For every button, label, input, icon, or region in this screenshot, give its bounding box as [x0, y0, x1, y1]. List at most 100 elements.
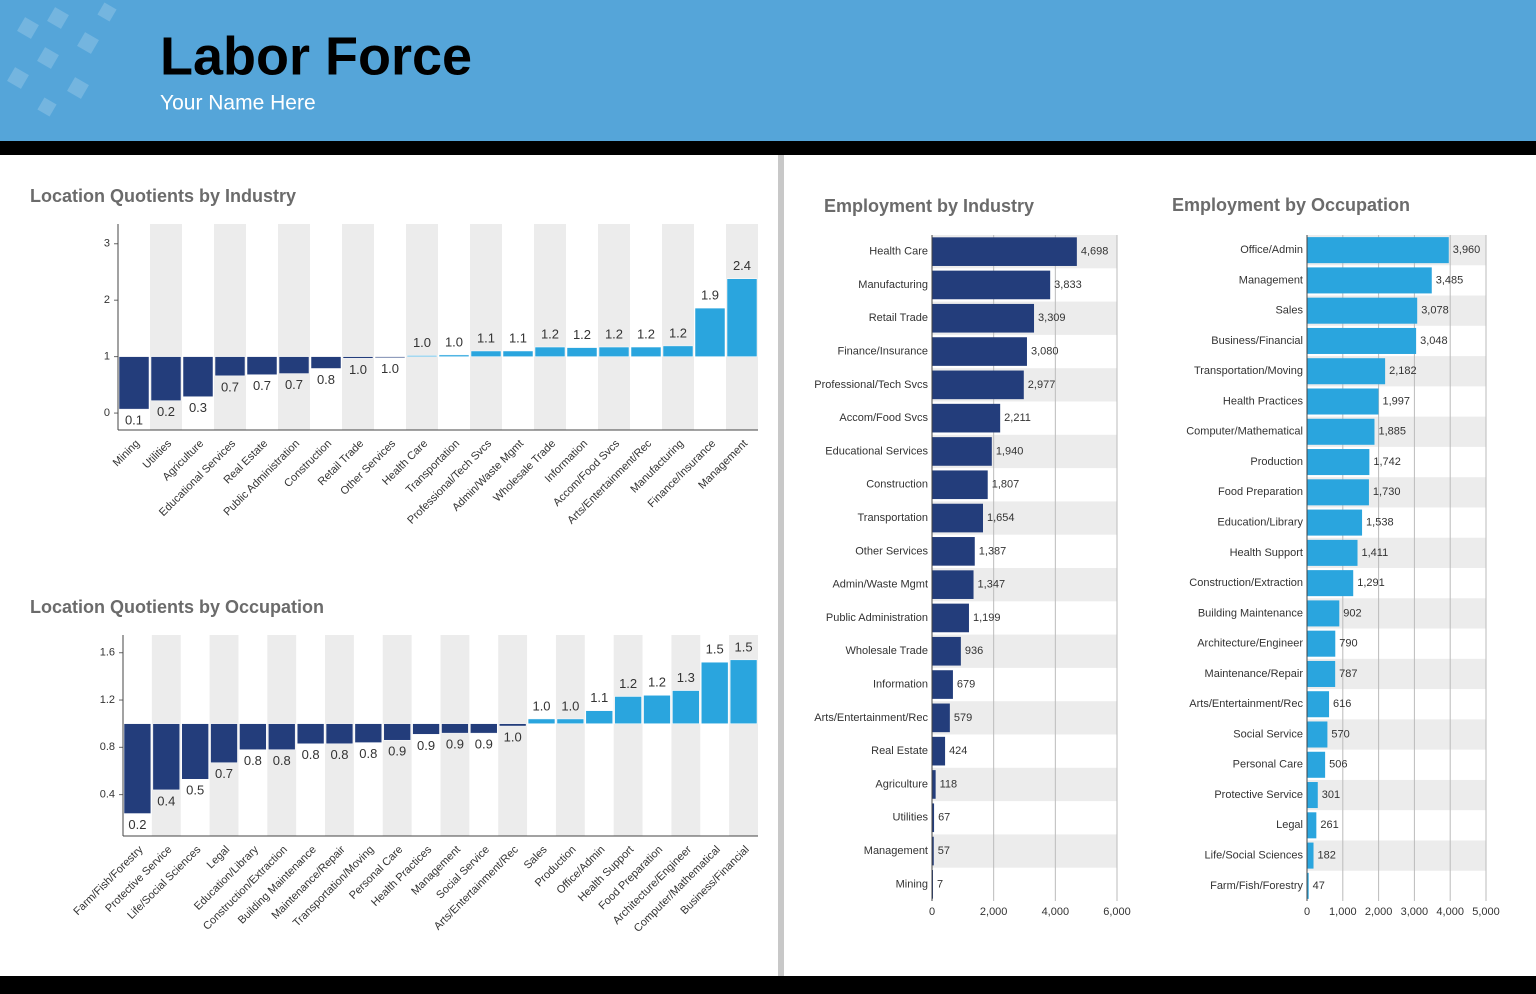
y-tick-label: Production: [1250, 456, 1303, 468]
bar: [441, 723, 469, 734]
value-label: 1,807: [992, 479, 1020, 491]
chart-title: Employment by Occupation: [1172, 195, 1410, 215]
y-tick-label: Construction: [866, 479, 928, 491]
value-label: 2.4: [733, 258, 751, 273]
value-label: 301: [1322, 789, 1340, 801]
value-label: 424: [949, 745, 967, 757]
y-tick-label: 1.6: [100, 647, 115, 659]
value-label: 261: [1320, 819, 1338, 831]
bar: [498, 723, 527, 727]
y-tick-label: Management: [864, 845, 928, 857]
row-stripe: [1307, 840, 1486, 871]
y-tick-label: Management: [1239, 274, 1303, 286]
header-pattern: [7, 2, 117, 117]
value-label: 182: [1318, 849, 1336, 861]
bar: [932, 337, 1027, 366]
value-label: 2,977: [1028, 379, 1056, 391]
value-label: 4,698: [1081, 246, 1109, 258]
bar: [325, 723, 354, 745]
bar: [214, 356, 246, 377]
value-label: 579: [954, 712, 972, 724]
value-label: 1.2: [648, 675, 666, 690]
bar: [585, 710, 613, 724]
y-tick-label: Information: [873, 678, 928, 690]
y-tick-label: Life/Social Sciences: [1205, 849, 1304, 861]
bar: [239, 723, 267, 750]
y-tick-label: Other Services: [855, 545, 928, 557]
y-tick-label: 1.2: [100, 694, 115, 706]
value-label: 47: [1313, 880, 1325, 892]
y-tick-label: Education/Library: [1217, 516, 1303, 528]
value-label: 0.3: [189, 400, 207, 415]
bar: [932, 803, 935, 833]
bar: [932, 537, 975, 566]
bar: [1307, 691, 1330, 718]
y-tick-label: 1: [104, 351, 110, 363]
bar: [150, 356, 182, 401]
y-tick-label: Health Support: [1230, 547, 1303, 559]
x-tick-label: 6,000: [1103, 906, 1131, 918]
value-label: 1,347: [978, 579, 1006, 591]
value-label: 1.3: [677, 670, 695, 685]
bar: [1307, 297, 1418, 324]
y-tick-label: Professional/Tech Svcs: [814, 379, 928, 391]
value-label: 3,309: [1038, 312, 1066, 324]
value-label: 1,997: [1382, 395, 1410, 407]
value-label: 0.9: [388, 744, 406, 759]
bar: [1307, 237, 1449, 264]
value-label: 1.2: [541, 326, 559, 341]
y-tick-label: Transportation/Moving: [1194, 365, 1303, 377]
y-tick-label: Computer/Mathematical: [1186, 426, 1303, 438]
bar: [1307, 872, 1309, 899]
column-stripe: [278, 224, 310, 430]
bar: [932, 770, 936, 799]
value-label: 0.8: [317, 372, 335, 387]
bar: [1307, 842, 1314, 869]
chart-title: Employment by Industry: [824, 196, 1034, 216]
value-label: 1.5: [706, 642, 724, 657]
bar: [1307, 509, 1363, 536]
value-label: 790: [1339, 638, 1357, 650]
value-label: 118: [940, 778, 958, 790]
value-label: 3,960: [1453, 244, 1481, 256]
chart-title: Location Quotients by Occupation: [30, 597, 324, 617]
column-stripe: [613, 635, 643, 836]
y-tick-label: Social Service: [1233, 728, 1303, 740]
bar: [1307, 630, 1336, 657]
bar: [383, 723, 411, 741]
bar: [412, 723, 440, 735]
value-label: 0.2: [157, 404, 175, 419]
bar: [527, 718, 556, 724]
divider: [778, 155, 784, 976]
bar: [470, 350, 502, 357]
value-label: 0.1: [125, 413, 143, 428]
y-tick-label: Arts/Entertainment/Rec: [1189, 698, 1303, 710]
bar: [672, 690, 700, 724]
bar: [152, 723, 180, 791]
bar: [296, 723, 325, 745]
y-tick-label: Legal: [1276, 819, 1303, 831]
x-tick-label: 2,000: [1365, 906, 1393, 918]
column-stripe: [555, 635, 585, 836]
top-rule: [0, 141, 1536, 155]
value-label: 3,485: [1436, 274, 1464, 286]
value-label: 0.8: [359, 746, 377, 761]
bar: [1307, 479, 1369, 506]
bar: [1307, 570, 1354, 597]
bar: [932, 670, 953, 699]
value-label: 936: [965, 645, 983, 657]
x-tick-label: 1,000: [1329, 906, 1357, 918]
value-label: 0.9: [417, 738, 435, 753]
value-label: 1.0: [504, 729, 522, 744]
column-stripe: [470, 224, 502, 430]
y-tick-label: Personal Care: [1233, 759, 1303, 771]
x-tick-label: 3,000: [1401, 906, 1429, 918]
bar: [1307, 388, 1379, 415]
bar: [932, 270, 1051, 300]
y-tick-label: Agriculture: [875, 778, 928, 790]
bar: [1307, 812, 1317, 839]
column-stripe: [342, 224, 374, 430]
y-tick-label: Protective Service: [1214, 789, 1303, 801]
bar: [246, 356, 278, 375]
bar: [1307, 539, 1358, 566]
